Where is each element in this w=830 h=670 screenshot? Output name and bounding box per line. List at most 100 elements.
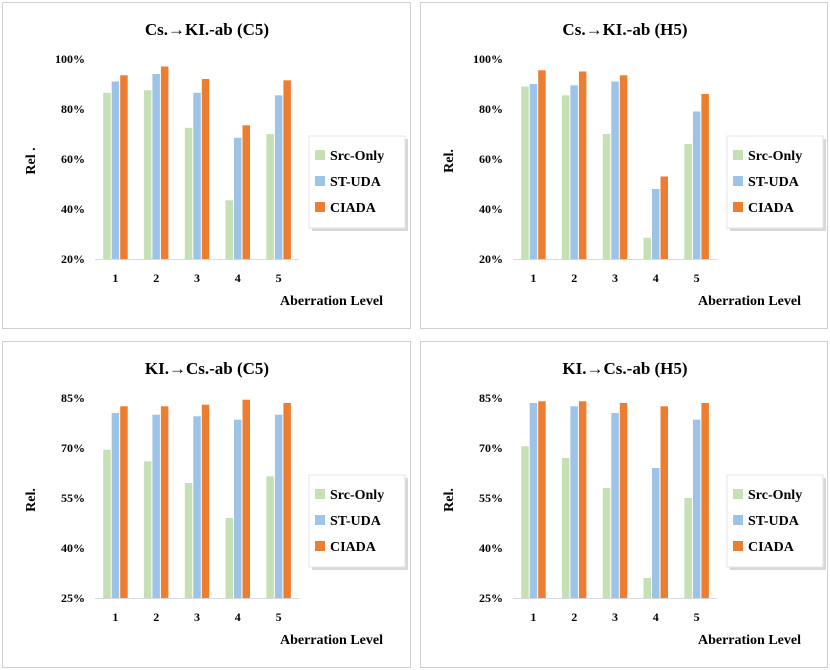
- chart-svg: KI.→Cs.-ab (H5) 25% 40% 55% 70% 85% Rel. 1 2 3 4 5 A…: [442, 359, 826, 648]
- bar-ciada-level-4: [242, 399, 250, 598]
- x-tick-label: 3: [194, 610, 200, 624]
- bar-src-only-level-2: [561, 458, 570, 598]
- bar-st-uda-level-4: [652, 468, 660, 598]
- legend-swatch-ciada: [315, 202, 325, 212]
- bar-st-uda-level-5: [692, 111, 701, 259]
- y-axis-label: Rel .: [24, 147, 39, 174]
- bar-ciada-level-3: [619, 403, 628, 598]
- y-tick-label: 40%: [479, 202, 503, 216]
- bar-src-only-level-4: [225, 200, 233, 260]
- x-tick-label: 4: [235, 271, 241, 285]
- x-tick-label: 5: [694, 271, 700, 285]
- chart-svg: Cs.→KI.-ab (H5) 20% 40% 60% 80% 100% Rel. 1 2 3 4 5…: [442, 20, 826, 309]
- legend-swatch-st-uda: [733, 515, 743, 525]
- legend-label-ciada: CIADA: [330, 201, 377, 216]
- bar-src-only-level-4: [643, 237, 651, 260]
- bar-src-only-level-4: [225, 518, 233, 598]
- legend-label-ciada: CIADA: [330, 540, 377, 555]
- bar-st-uda-level-2: [570, 85, 578, 260]
- bar-src-only-level-2: [143, 461, 152, 598]
- bar-st-uda-level-4: [234, 137, 242, 260]
- y-tick-label: 60%: [479, 152, 503, 166]
- x-tick-label: 2: [571, 271, 577, 285]
- legend-label-st-uda: ST-UDA: [748, 514, 800, 529]
- legend-label-st-uda: ST-UDA: [748, 175, 800, 190]
- legend-swatch-st-uda: [315, 176, 325, 186]
- bar-st-uda-level-2: [152, 414, 160, 598]
- y-tick-label: 60%: [61, 152, 85, 166]
- legend-label-st-uda: ST-UDA: [330, 514, 382, 529]
- bar-ciada-level-1: [120, 75, 128, 260]
- x-tick-label: 2: [571, 610, 577, 624]
- bar-st-uda-level-5: [274, 95, 283, 260]
- legend-swatch-src-only: [315, 150, 325, 160]
- chart-panel-ki-cs-h5: KI.→Cs.-ab (H5) 25% 40% 55% 70% 85% Rel. 1 2 3 4 5 A…: [420, 341, 828, 668]
- bar-st-uda-level-1: [529, 84, 538, 259]
- chart-svg: KI.→Cs.-ab (C5) 25% 40% 55% 70% 85% Rel. 1 2 3 4 5 A…: [24, 359, 408, 648]
- y-tick-label: 20%: [61, 252, 85, 266]
- legend-swatch-st-uda: [315, 515, 325, 525]
- x-tick-label: 4: [235, 610, 241, 624]
- bar-src-only-level-1: [103, 92, 111, 260]
- bar-ciada-level-2: [160, 66, 169, 259]
- legend: Src-Only ST-UDA CIADA: [726, 135, 826, 231]
- y-tick-label: 40%: [61, 202, 85, 216]
- x-tick-label: 5: [276, 271, 282, 285]
- x-tick-label: 5: [694, 610, 700, 624]
- y-tick-label: 70%: [479, 441, 503, 455]
- x-tick-label: 3: [612, 271, 618, 285]
- y-tick-label: 70%: [61, 441, 85, 455]
- chart-title: Cs.→KI.-ab (C5): [145, 20, 269, 39]
- legend-swatch-ciada: [733, 202, 743, 212]
- bar-src-only-level-3: [184, 127, 193, 260]
- bar-src-only-level-5: [266, 134, 274, 259]
- chart-panel-ki-cs-c5: KI.→Cs.-ab (C5) 25% 40% 55% 70% 85% Rel. 1 2 3 4 5 A…: [2, 341, 411, 668]
- bar-ciada-level-5: [701, 403, 709, 598]
- y-axis-label: Rel.: [24, 488, 39, 512]
- bar-src-only-level-3: [602, 488, 611, 598]
- chart-svg: Cs.→KI.-ab (C5) 20% 40% 60% 80% 100% Rel . 1 2 3 4…: [24, 20, 408, 309]
- x-tick-label: 5: [276, 610, 282, 624]
- legend-label-src-only: Src-Only: [330, 488, 384, 503]
- legend: Src-Only ST-UDA CIADA: [726, 474, 826, 570]
- legend-label-st-uda: ST-UDA: [330, 175, 382, 190]
- bar-st-uda-level-3: [193, 92, 201, 260]
- x-tick-label: 4: [653, 610, 659, 624]
- x-tick-label: 3: [194, 271, 200, 285]
- bar-src-only-level-5: [684, 144, 692, 259]
- bar-ciada-level-3: [201, 404, 210, 598]
- x-tick-label: 2: [153, 271, 159, 285]
- bar-src-only-level-4: [643, 578, 651, 598]
- bar-ciada-level-5: [701, 94, 709, 259]
- bar-src-only-level-3: [602, 134, 611, 259]
- bar-src-only-level-3: [184, 483, 193, 598]
- x-axis-label: Aberration Level: [280, 294, 383, 309]
- bar-ciada-level-1: [538, 401, 546, 598]
- bar-ciada-level-1: [120, 406, 128, 598]
- y-tick-label: 55%: [479, 491, 503, 505]
- bar-st-uda-level-3: [611, 413, 619, 598]
- y-axis-label: Rel.: [442, 488, 457, 512]
- x-tick-label: 3: [612, 610, 618, 624]
- bar-src-only-level-2: [143, 90, 152, 260]
- bar-st-uda-level-1: [111, 413, 120, 598]
- y-tick-label: 40%: [479, 541, 503, 555]
- y-tick-label: 20%: [479, 252, 503, 266]
- bar-ciada-level-5: [283, 403, 291, 598]
- y-tick-label: 55%: [61, 491, 85, 505]
- y-tick-label: 100%: [55, 52, 85, 66]
- chart-title: KI.→Cs.-ab (C5): [145, 359, 269, 378]
- bar-src-only-level-5: [266, 476, 274, 598]
- x-tick-label: 1: [530, 610, 536, 624]
- legend-swatch-st-uda: [733, 176, 743, 186]
- y-tick-label: 80%: [61, 102, 85, 116]
- bar-ciada-level-2: [578, 71, 587, 259]
- bar-ciada-level-4: [242, 125, 250, 260]
- bar-st-uda-level-5: [274, 414, 283, 598]
- legend-label-ciada: CIADA: [748, 201, 795, 216]
- y-axis-label: Rel.: [442, 149, 457, 173]
- x-tick-label: 2: [153, 610, 159, 624]
- legend-label-ciada: CIADA: [748, 540, 795, 555]
- legend: Src-Only ST-UDA CIADA: [308, 135, 408, 231]
- bar-st-uda-level-2: [152, 74, 160, 259]
